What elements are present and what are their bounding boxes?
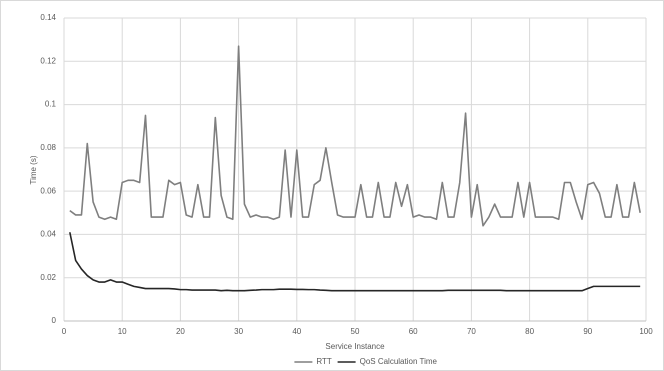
- y-tick-label: 0.04: [40, 230, 56, 239]
- legend-label: QoS Calculation Time: [360, 357, 438, 366]
- x-tick-label: 40: [292, 327, 301, 336]
- y-axis-label: Time (s): [29, 155, 38, 184]
- y-tick-label: 0: [52, 316, 57, 325]
- y-tick-label: 0.08: [40, 143, 56, 152]
- x-tick-label: 80: [525, 327, 534, 336]
- x-tick-label: 100: [639, 327, 653, 336]
- series-line: [69, 232, 641, 292]
- y-tick-label: 0.02: [40, 273, 56, 282]
- y-tick-label: 0.1: [45, 100, 57, 109]
- x-tick-label: 60: [409, 327, 418, 336]
- series-line: [69, 45, 641, 227]
- x-tick-label: 50: [351, 327, 360, 336]
- x-tick-label: 10: [118, 327, 127, 336]
- x-tick-label: 30: [234, 327, 243, 336]
- legend-label: RTT: [316, 357, 332, 366]
- x-axis-label: Service Instance: [325, 342, 385, 351]
- y-tick-label: 0.14: [40, 13, 56, 22]
- x-tick-label: 70: [467, 327, 476, 336]
- y-tick-label: 0.06: [40, 186, 56, 195]
- x-tick-label: 0: [62, 327, 67, 336]
- y-tick-label: 0.12: [40, 56, 56, 65]
- x-tick-label: 90: [583, 327, 592, 336]
- x-tick-label: 20: [176, 327, 185, 336]
